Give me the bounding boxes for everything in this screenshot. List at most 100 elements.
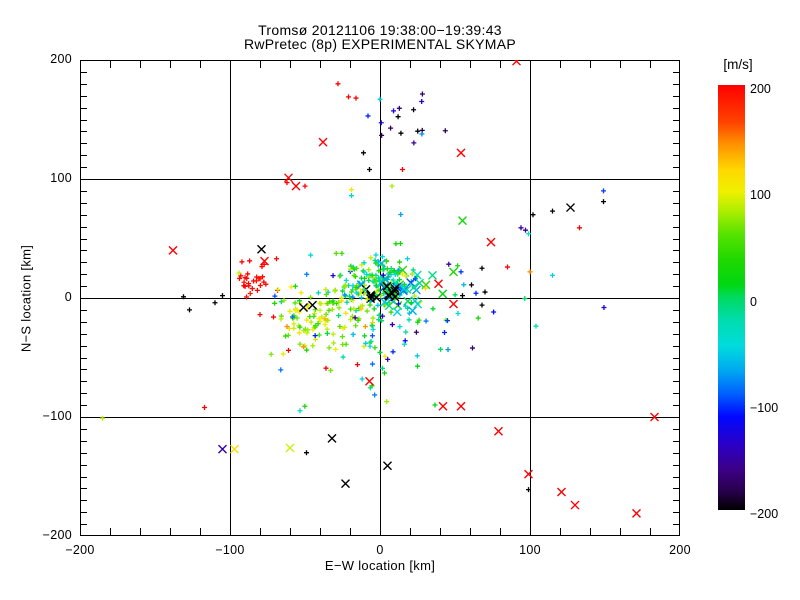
data-point [249,286,255,292]
data-point [257,312,263,318]
data-point [601,199,606,205]
data-point [449,267,458,277]
data-point [388,125,394,131]
data-point [302,183,308,189]
data-point [391,108,397,114]
data-point [364,271,370,277]
data-point [370,326,376,332]
data-point [445,347,451,353]
data-point [409,271,415,277]
data-point [297,324,303,330]
data-point [389,183,395,189]
data-point [358,295,364,301]
data-point [322,316,328,322]
data-point [292,283,298,289]
data-point [393,241,399,247]
data-point [376,268,382,274]
data-point [340,288,346,294]
data-point [341,479,350,489]
data-point [316,332,322,338]
data-point [377,96,383,102]
data-point [325,317,331,323]
data-point [415,363,421,369]
data-point [323,291,329,297]
data-point [601,188,606,194]
data-point [342,324,348,330]
data-point [359,376,365,382]
data-point [230,444,239,454]
data-point [390,349,396,355]
data-point [331,340,337,346]
data-point [271,314,276,320]
data-point [337,323,343,329]
data-point [479,265,485,271]
data-point [355,317,361,323]
data-point [397,259,403,265]
data-point [244,294,250,300]
data-point [367,343,373,349]
data-point [570,500,580,510]
data-point [368,339,374,345]
data-point [530,212,536,218]
data-point [281,297,287,303]
data-point [650,412,659,422]
data-point [372,345,378,351]
data-point [398,212,404,218]
data-point [326,345,332,351]
data-point [351,272,357,278]
data-point [304,330,310,336]
data-point [414,353,420,359]
data-point [494,426,503,436]
data-point [395,114,401,120]
data-point [236,275,242,281]
data-point [382,353,388,359]
data-point [330,331,336,337]
data-point [512,60,521,66]
data-point [518,225,524,231]
data-point [353,323,359,329]
data-point [316,316,322,322]
data-point [304,450,309,456]
data-point [340,354,346,360]
data-point [291,321,297,327]
data-point [304,347,310,353]
data-point [304,317,310,323]
colorbar-tick-label: 0 [750,294,757,309]
data-point [415,278,425,288]
plot-border [80,60,680,536]
data-point [442,128,448,134]
data-point [523,227,528,233]
data-point [304,271,310,277]
data-point [632,508,641,518]
data-point [486,237,496,247]
data-point [406,310,412,316]
data-point [294,315,300,321]
data-point [442,330,447,336]
data-point [333,346,339,352]
data-point [482,289,488,295]
x-axis-title: E−W location [km] [324,558,436,573]
data-point [601,305,607,311]
data-point [399,271,405,277]
data-point [218,444,227,454]
data-point [403,296,413,306]
data-point [323,287,329,293]
data-point [389,322,395,328]
data-point [505,264,510,270]
data-point [327,433,337,443]
data-point [403,329,409,335]
data-point [339,250,345,256]
data-point [461,282,467,288]
data-point [308,294,314,300]
data-point [410,296,420,306]
data-point [245,271,251,277]
data-point [383,461,392,471]
data-point [376,317,382,323]
data-point [373,252,379,258]
data-point [428,270,437,280]
data-point [325,300,331,306]
data-point [473,290,479,296]
data-point [349,289,354,295]
skymap-plot [80,60,680,536]
